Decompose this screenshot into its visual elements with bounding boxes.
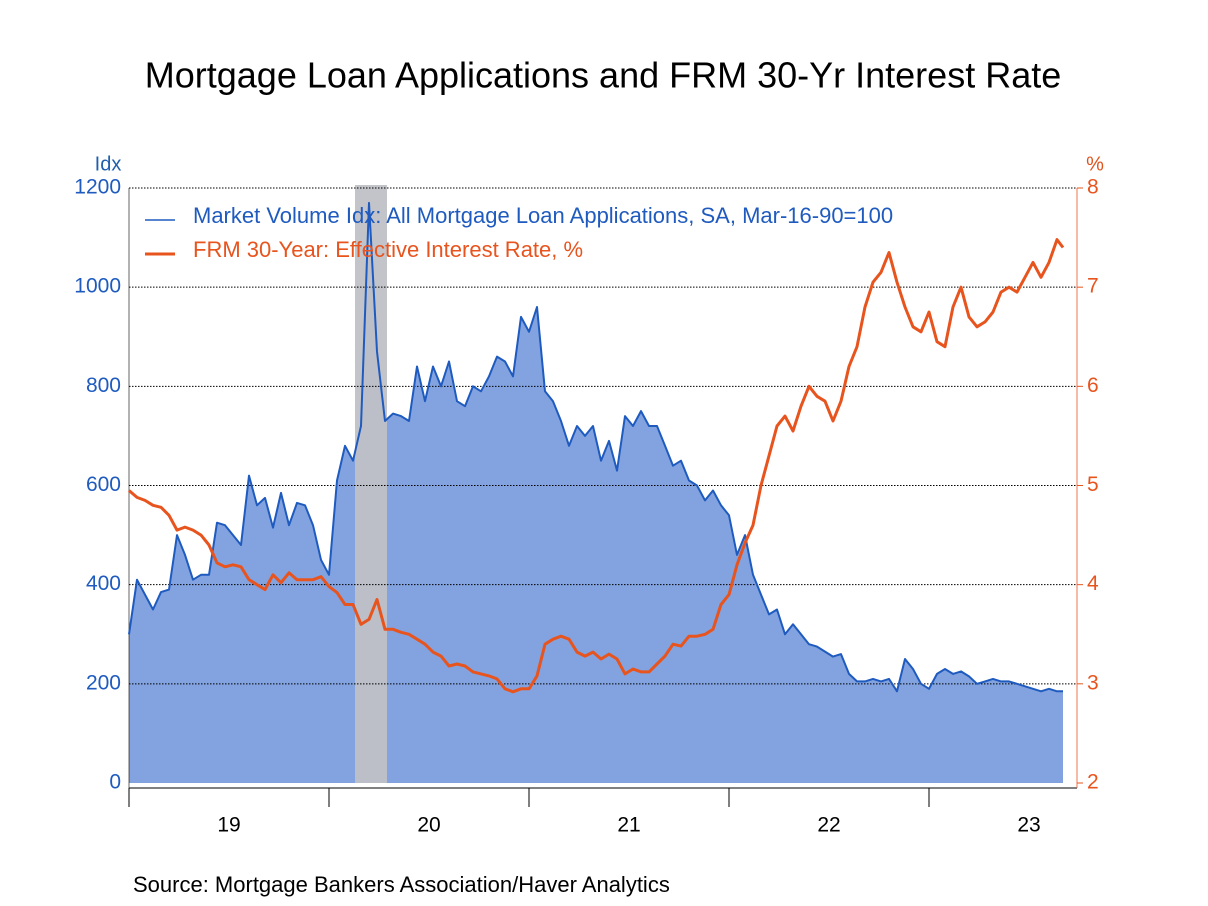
area [129,202,1063,783]
series-line [128,201,1063,693]
y2-tick-label: 7 [1087,275,1099,298]
y2-tick-label: 4 [1087,572,1099,595]
x-tick-label: 20 [417,814,440,837]
y-tick-label: 600 [86,473,121,496]
x-tick-label: 22 [817,814,840,837]
y2-tick-label: 8 [1087,176,1099,199]
y2-tick-label: 2 [1087,771,1099,794]
y2-tick-label: 5 [1087,473,1099,496]
y2-tick-label: 6 [1087,374,1099,397]
y2-axis-label: % [1086,153,1104,175]
y-axis-label: Idx [95,153,122,175]
x-tick-label: 21 [617,814,640,837]
y-tick-label: 400 [86,572,121,595]
y-tick-label: 1000 [74,275,121,298]
y-tick-label: 800 [86,374,121,397]
x-tick-label: 19 [217,814,240,837]
series-line [128,238,1065,694]
y-tick-label: 0 [109,771,121,794]
y-tick-label: 200 [86,671,121,694]
legend-label: Market Volume Idx: All Mortgage Loan App… [193,203,893,228]
y-tick-label: 1200 [74,176,121,199]
source-note: Source: Mortgage Bankers Association/Hav… [133,872,670,897]
legend-label: FRM 30-Year: Effective Interest Rate, % [193,237,583,262]
chart-title: Mortgage Loan Applications and FRM 30-Yr… [145,55,1062,96]
recession-band [355,185,387,783]
y2-tick-label: 3 [1087,671,1099,694]
x-tick-label: 23 [1017,814,1040,837]
